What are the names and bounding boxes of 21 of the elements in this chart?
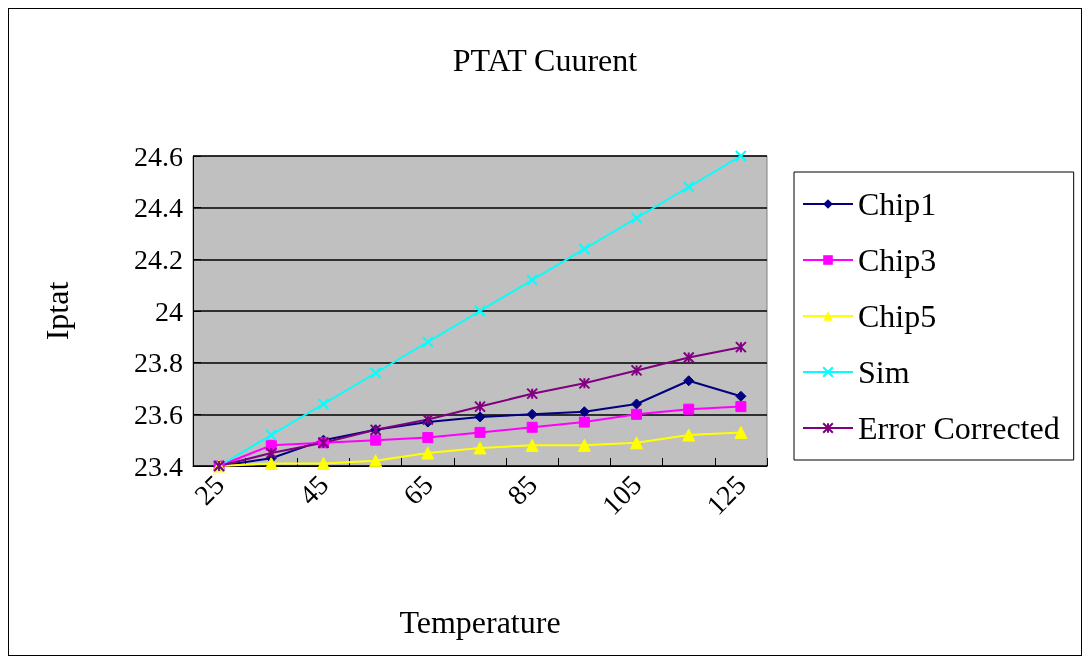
x-tick-label: 125 [700,469,752,521]
legend-label: Chip1 [858,186,937,222]
x-axis-title: Temperature [399,604,561,640]
legend-label: Chip5 [858,298,937,334]
y-tick-label: 24 [155,295,183,327]
y-tick-label: 23.4 [134,450,183,482]
x-tick-label: 105 [595,469,648,521]
legend-label: Error Corrected [858,410,1060,446]
y-axis-title: Iptat [39,281,75,341]
x-tick-label: 25 [188,469,231,511]
y-tick-label: 24.6 [134,140,183,172]
y-tick-label: 23.8 [134,347,183,379]
x-tick-label: 65 [397,469,439,511]
y-tick-label: 24.2 [134,243,183,275]
y-tick-label: 24.4 [134,192,183,224]
legend-label: Sim [858,354,910,390]
chart-title: PTAT Cuurent [452,42,638,78]
x-tick-label: 85 [501,469,544,511]
legend-label: Chip3 [858,242,937,278]
x-tick-label: 45 [292,469,335,511]
y-tick-label: 23.6 [134,398,183,430]
